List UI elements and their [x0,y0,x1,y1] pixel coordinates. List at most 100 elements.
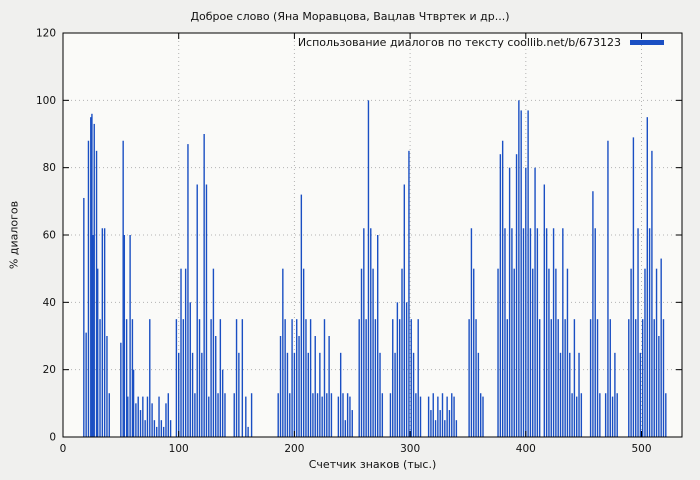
bar [83,197,85,437]
bar [219,319,222,437]
bar [125,319,128,437]
bar [215,336,217,437]
bar [342,393,344,437]
bar [566,268,569,437]
bar [430,410,432,437]
bar [419,396,422,437]
bar [448,410,451,437]
bar [289,393,291,437]
bar [550,319,552,437]
x-tick-label: 500 [631,443,651,455]
bar [132,369,135,437]
bar [282,268,284,437]
bar [592,191,594,437]
bar [203,134,205,437]
bar [151,403,153,437]
bar [212,268,215,437]
bar [221,369,224,437]
bar [284,319,286,437]
bar [351,410,353,437]
bar [156,426,158,437]
bar [609,319,611,437]
bar [470,228,473,437]
bar [607,140,609,437]
bar [628,319,630,437]
legend-swatch [630,40,664,45]
bar [91,113,93,438]
bar [319,352,321,437]
bar [473,268,475,437]
y-tick-label: 0 [49,432,56,444]
bar [427,396,430,437]
bar [511,228,513,437]
bar [194,393,196,437]
x-tick-label: 400 [516,443,536,455]
bar [123,235,126,437]
bar [349,396,351,437]
bar [175,319,178,437]
bar [508,167,511,437]
bar [635,319,637,437]
bar [182,319,185,437]
bar [108,393,110,437]
bar [167,393,169,437]
bar [344,420,347,437]
bar [545,228,548,437]
bar [165,403,167,437]
bar [198,319,201,437]
bar [497,268,499,437]
bar [569,352,571,437]
bar [398,319,401,437]
bar [564,319,566,437]
bar [247,426,249,437]
bar [594,228,596,437]
bar [580,393,583,437]
bar [144,420,146,437]
x-tick-label: 100 [169,443,189,455]
bar [513,268,515,437]
bar [139,410,142,437]
bar [522,228,525,437]
bar [604,393,607,437]
bar [127,396,129,437]
bar [441,393,444,437]
bar [326,393,328,437]
bar [316,393,319,437]
bar [644,268,646,437]
bar [477,352,480,437]
bar [85,332,87,437]
bar [614,352,616,437]
bar [196,184,198,437]
bar [363,228,365,437]
bar [538,319,541,437]
x-tick-label: 0 [60,443,67,455]
bar [224,393,226,437]
y-tick-label: 60 [43,230,56,242]
bar [95,150,98,438]
bar [501,140,504,437]
bar [328,336,330,437]
bar [475,319,477,437]
bar [515,154,518,437]
bar [205,184,208,437]
bar [210,319,212,437]
bar [392,319,394,437]
y-tick-label: 100 [36,95,56,107]
bar [279,336,282,437]
bar [90,117,92,438]
bar [106,336,108,437]
bar [346,393,349,437]
bar [453,396,455,437]
bar [506,319,508,437]
bar [321,396,323,437]
x-tick-label: 200 [284,443,304,455]
bar [637,228,639,437]
bar [412,352,415,437]
bar [439,410,441,437]
y-tick-label: 20 [43,364,56,376]
bar [562,228,564,437]
bar [589,319,592,437]
bar [153,420,156,437]
bar [291,319,293,437]
bar [552,228,555,437]
